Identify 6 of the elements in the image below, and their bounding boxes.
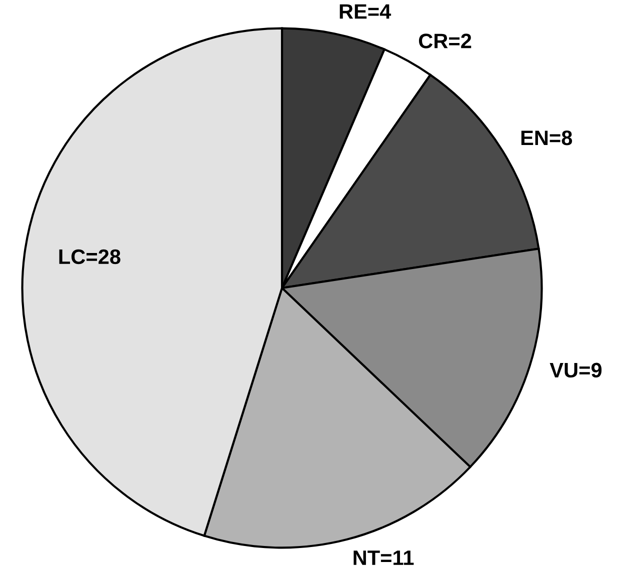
slice-label: EN=8 [521, 130, 572, 146]
slice-label: VU=9 [550, 362, 602, 378]
slice-label: LC=28 [59, 249, 120, 264]
slice-label: NT=11 [354, 550, 414, 565]
slice-label: RE=4 [340, 4, 392, 19]
slice-label: CR=2 [418, 34, 472, 48]
